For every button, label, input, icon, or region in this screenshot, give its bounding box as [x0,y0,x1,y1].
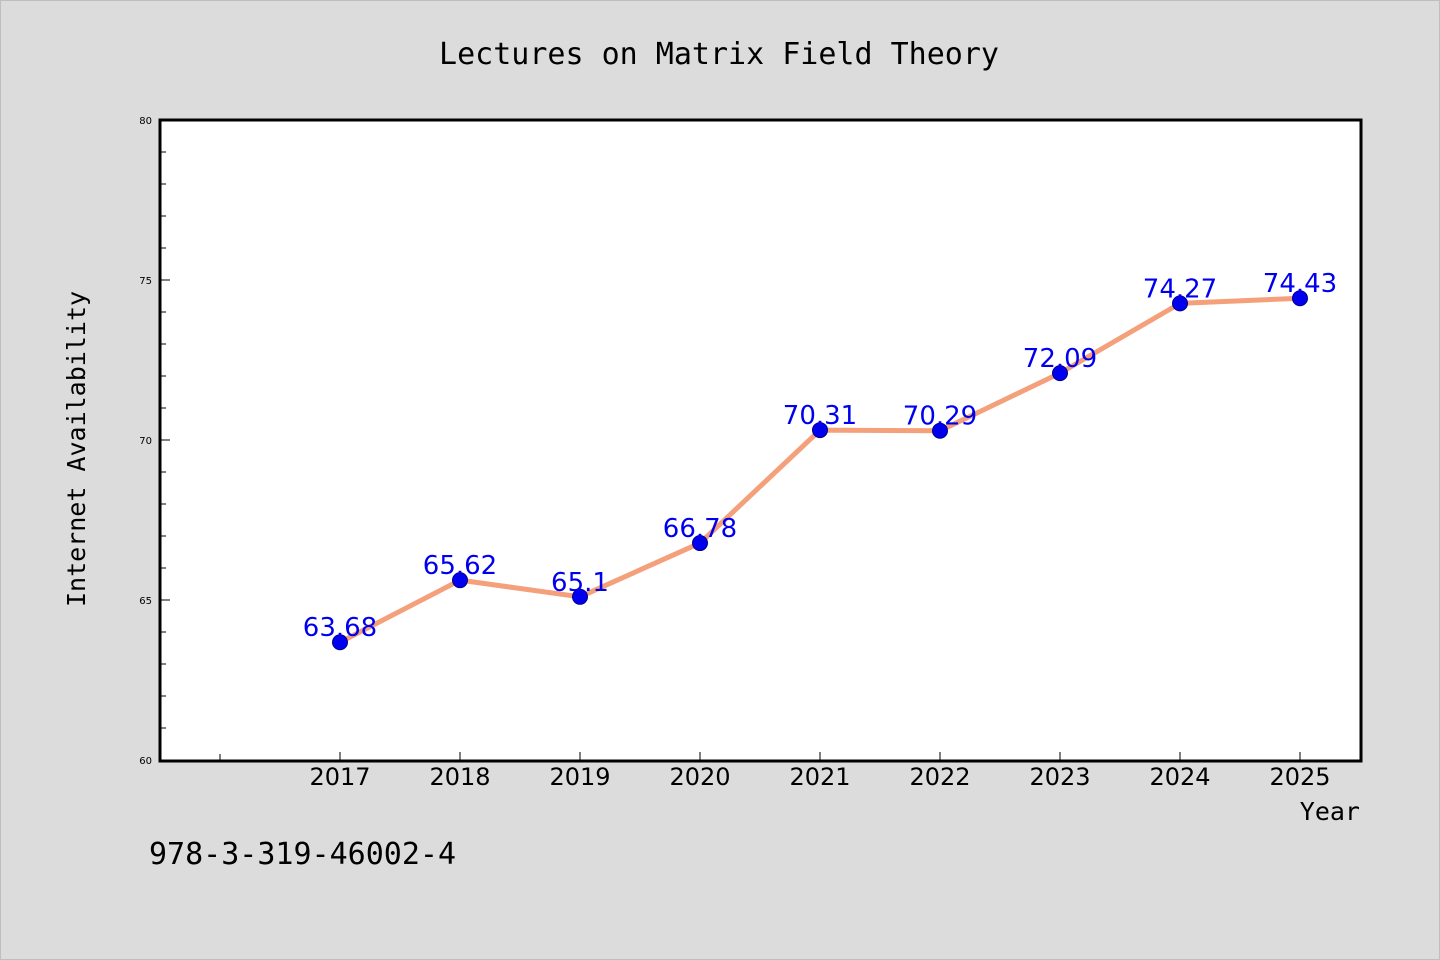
data-point-marker [1052,365,1068,382]
y-tick-label: 60 [139,756,152,767]
data-point-marker [1172,295,1188,312]
data-point-marker [332,634,348,651]
data-label: 74.27 [1143,274,1217,304]
x-tick-label: 2020 [669,763,730,791]
y-tick-label: 80 [139,116,152,127]
x-tick-label: 2024 [1149,763,1210,791]
y-tick-label: 65 [139,596,152,607]
y-tick-label: 70 [139,436,152,447]
x-tick-label: 2017 [309,763,370,791]
data-label: 65.1 [551,568,609,598]
chart-title: Lectures on Matrix Field Theory [439,37,999,72]
data-point-marker [692,535,708,552]
x-tick-label: 2021 [789,763,850,791]
x-tick-label: 2019 [549,763,610,791]
data-point-marker [812,422,828,439]
plot-area [158,118,1363,763]
x-tick-label: 2018 [429,763,490,791]
x-axis-label: Year [1300,797,1360,826]
isbn-footer: 978-3-319-46002-4 [149,837,456,872]
markers-group [332,290,1308,651]
x-axis: 2017 2018 2019 2020 2021 2022 2023 2024 2025 [219,752,1331,791]
data-label: 66.78 [663,514,737,544]
data-label: 72.09 [1023,344,1097,374]
data-point-marker [932,422,948,439]
data-label: 74.43 [1263,269,1337,299]
data-label: 63.68 [303,613,377,643]
y-axis: 60 65 70 75 80 [139,116,170,767]
x-tick-label: 2023 [1029,763,1090,791]
data-point-marker [452,572,468,589]
y-axis-label: Internet Availability [62,291,91,607]
data-label: 70.31 [783,401,857,431]
x-tick-label: 2022 [909,763,970,791]
data-label: 65.62 [423,551,497,581]
data-point-marker [1292,290,1308,307]
data-labels-group: 63.68 65.62 65.1 66.78 70.31 70.29 72.09 74.27 7… [303,269,1337,643]
data-label: 70.29 [903,402,977,432]
y-tick-label: 75 [139,276,152,287]
x-tick-label: 2025 [1269,763,1330,791]
data-point-marker [572,588,588,605]
